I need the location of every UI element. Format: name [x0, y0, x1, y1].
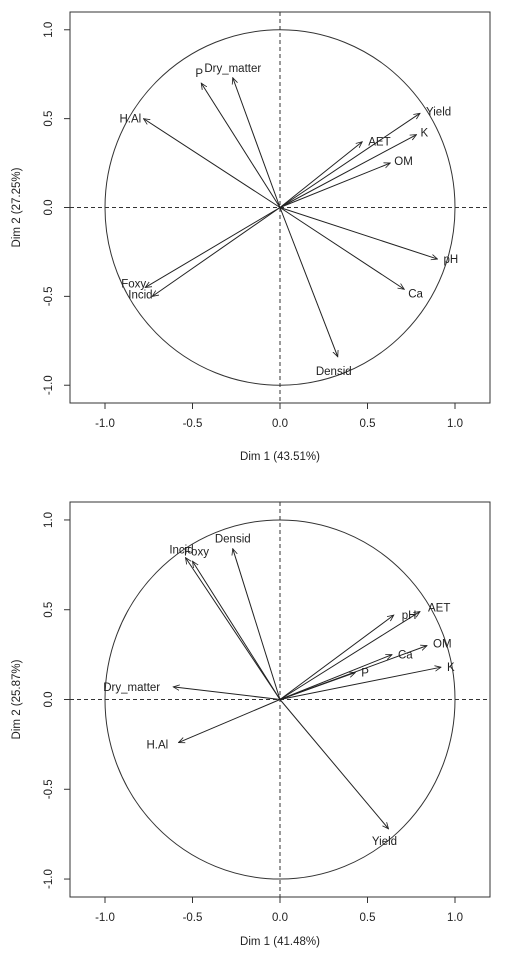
x-tick-label: 0.5: [360, 418, 376, 430]
arrow-incid: [152, 207, 281, 297]
arrow-ph: [279, 615, 394, 700]
arrow-ca: [279, 655, 392, 700]
x-tick-label: 0.0: [272, 912, 288, 924]
variable-label-dry-matter: Dry_matter: [204, 63, 261, 75]
x-tick-label: 0.5: [360, 912, 376, 924]
variable-label-densid: Densid: [215, 534, 251, 546]
variable-label-ca: Ca: [398, 650, 413, 662]
variable-label-aet: AET: [428, 603, 450, 615]
variable-label-incid: Incid: [169, 545, 193, 557]
arrow-om: [279, 163, 390, 208]
variable-label-foxy: Foxy: [121, 278, 146, 290]
arrow-h-al: [179, 699, 281, 743]
variable-label-ca: Ca: [408, 288, 423, 300]
x-tick-label: -0.5: [183, 418, 203, 430]
y-tick-label: -1.0: [43, 375, 55, 395]
arrow-p: [279, 673, 355, 700]
x-axis-title: Dim 1 (43.51%): [240, 451, 320, 463]
arrow-yield: [279, 113, 420, 208]
y-tick-label: 0.0: [43, 200, 55, 216]
arrow-dry-matter: [173, 687, 281, 700]
arrow-incid: [186, 558, 281, 700]
variable-label-ph: pH: [444, 254, 459, 266]
pca-panel-1: -1.0 -0.5 0.0 0.5 1.0 -1.0 -0.5 0.0 0.5 1.0 Dim 1 …: [11, 11, 491, 463]
x-tick-label: 0.0: [272, 418, 288, 430]
arrow-ca: [279, 207, 404, 290]
arrow-foxy: [193, 561, 281, 700]
variable-label-k: K: [421, 128, 429, 140]
variable-label-p: P: [195, 68, 203, 80]
arrow-dry-matter: [233, 78, 281, 208]
variable-label-densid: Densid: [316, 366, 352, 378]
arrow-ph: [279, 207, 438, 260]
variable-label-yield: Yield: [426, 106, 451, 118]
arrow-aet: [279, 142, 362, 208]
variable-label-h-al: H.Al: [120, 114, 142, 126]
x-tick-label: -1.0: [95, 912, 115, 924]
arrow-aet: [279, 612, 420, 700]
y-tick-label: -0.5: [43, 779, 55, 799]
x-tick-label: -0.5: [183, 912, 203, 924]
y-tick-label: 0.5: [43, 111, 55, 127]
pca-panel-2: -1.0 -0.5 0.0 0.5 1.0 -1.0 -0.5 0.0 0.5 1.0 Dim 1 …: [11, 501, 491, 948]
arrow-densid: [233, 549, 281, 700]
variable-label-incid: Incid: [128, 289, 152, 301]
y-axis-title: Dim 2 (25.87%): [11, 659, 23, 739]
y-tick-label: 1.0: [43, 22, 55, 38]
variable-label-k: K: [447, 662, 455, 674]
arrow-k: [279, 135, 417, 208]
y-tick-label: 0.0: [43, 692, 55, 708]
y-tick-label: -0.5: [43, 286, 55, 306]
variable-label-h-al: H.Al: [147, 740, 169, 752]
variable-label-dry-matter: Dry_matter: [103, 682, 160, 694]
y-tick-label: 1.0: [43, 512, 55, 528]
arrow-densid: [279, 207, 338, 357]
variable-label-yield: Yield: [372, 836, 397, 848]
x-axis-title: Dim 1 (41.48%): [240, 936, 320, 948]
y-axis-title: Dim 2 (27.25%): [11, 167, 23, 247]
arrow-h-al: [144, 119, 281, 208]
arrow-p: [201, 83, 281, 208]
arrow-k: [279, 667, 441, 700]
x-tick-label: 1.0: [447, 418, 463, 430]
arrow-yield: [279, 699, 389, 829]
x-tick-label: -1.0: [95, 418, 115, 430]
variable-label-ph: pH: [402, 610, 417, 622]
variable-label-foxy: Foxy: [184, 546, 209, 558]
variable-label-aet: AET: [368, 137, 390, 149]
arrow-foxy: [145, 207, 281, 288]
variable-label-om: OM: [394, 156, 413, 168]
y-tick-label: 0.5: [43, 602, 55, 618]
variable-label-p: P: [361, 668, 369, 680]
y-tick-label: -1.0: [43, 869, 55, 889]
x-tick-label: 1.0: [447, 912, 463, 924]
variable-label-om: OM: [433, 639, 452, 651]
